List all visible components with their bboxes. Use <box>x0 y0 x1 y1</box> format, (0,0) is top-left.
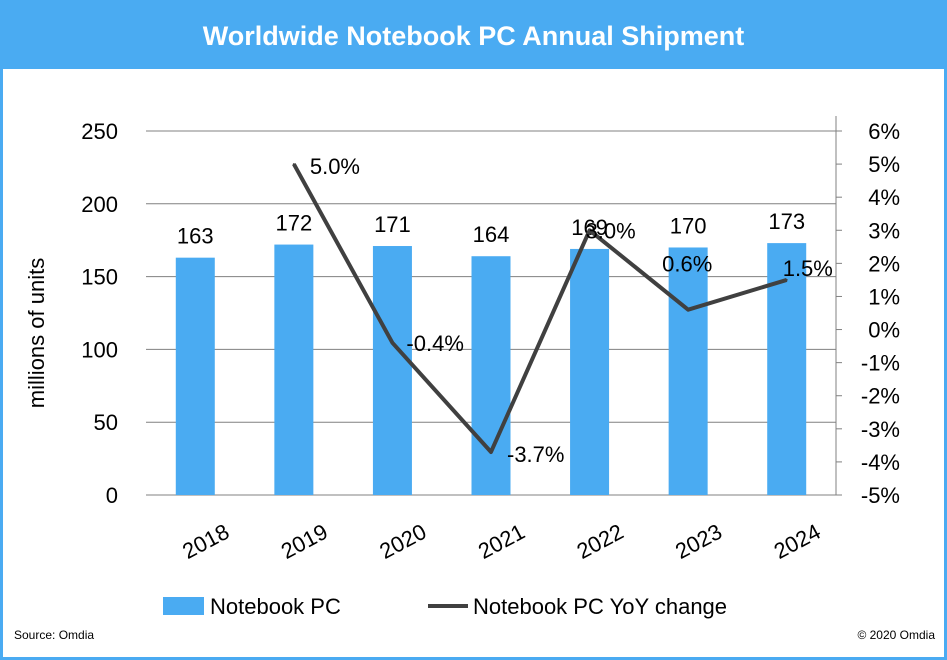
yoy-point <box>292 163 295 166</box>
yoy-point <box>687 308 690 311</box>
yoy-value-label: -3.7% <box>507 442 564 467</box>
y2-tick-label: 5% <box>868 152 900 177</box>
bar <box>274 244 314 495</box>
x-tick-label: 2021 <box>474 519 529 564</box>
bar <box>175 257 215 495</box>
y2-tick-label: 2% <box>868 251 900 276</box>
bar <box>471 256 511 495</box>
copyright-note: © 2020 Omdia <box>857 628 935 642</box>
bar-value-label: 170 <box>670 213 707 238</box>
y2-tick-label: -3% <box>861 417 900 442</box>
yoy-point <box>391 341 394 344</box>
yoy-line <box>292 163 788 454</box>
y2-tick-label: -5% <box>861 483 900 508</box>
bar <box>372 246 412 495</box>
y2-tick-label: 6% <box>868 119 900 144</box>
legend-line-label: Notebook PC YoY change <box>473 594 727 619</box>
y2-tick-label: -1% <box>861 351 900 376</box>
x-tick-label: 2023 <box>671 519 726 564</box>
bar-value-label: 169 <box>571 215 608 240</box>
yoy-point <box>588 229 591 232</box>
bar-value-label: 173 <box>768 209 805 234</box>
y-tick-label: 100 <box>81 337 118 362</box>
legend-bar-label: Notebook PC <box>210 594 341 619</box>
yoy-value-label: 1.5% <box>783 256 833 281</box>
source-note: Source: Omdia <box>14 628 95 642</box>
bar-value-label: 164 <box>473 222 510 247</box>
yoy-value-label: 3.0% <box>586 218 636 243</box>
yoy-value-label: -0.4% <box>406 331 463 356</box>
bar-value-label: 172 <box>275 211 312 236</box>
y-tick-label: 0 <box>106 483 118 508</box>
y2-tick-label: 4% <box>868 185 900 210</box>
x-tick-label: 2019 <box>277 519 332 564</box>
yoy-value-label: 0.6% <box>662 252 712 277</box>
y2-tick-label: 0% <box>868 318 900 343</box>
yoy-point <box>785 278 788 281</box>
y2-tick-label: 1% <box>868 284 900 309</box>
bar <box>668 247 708 495</box>
y-tick-label: 150 <box>81 265 118 290</box>
y2-tick-label: -2% <box>861 384 900 409</box>
bar <box>570 248 610 495</box>
y-tick-label: 200 <box>81 192 118 217</box>
y2-tick-label: -4% <box>861 450 900 475</box>
x-tick-label: 2022 <box>573 519 628 564</box>
y2-tick-label: 3% <box>868 218 900 243</box>
chart-title: Worldwide Notebook PC Annual Shipment <box>3 3 944 69</box>
yoy-value-label: 5.0% <box>310 154 360 179</box>
x-tick-label: 2018 <box>178 519 233 564</box>
yoy-point <box>490 450 492 453</box>
bar-value-label: 171 <box>374 212 411 237</box>
legend-bar-swatch <box>163 597 204 615</box>
bar-value-label: 163 <box>177 224 214 249</box>
x-tick-label: 2024 <box>770 519 825 564</box>
x-tick-label: 2020 <box>375 519 430 564</box>
y-axis-title: millions of units <box>24 258 49 408</box>
y-tick-label: 50 <box>94 410 118 435</box>
y-tick-label: 250 <box>81 119 118 144</box>
